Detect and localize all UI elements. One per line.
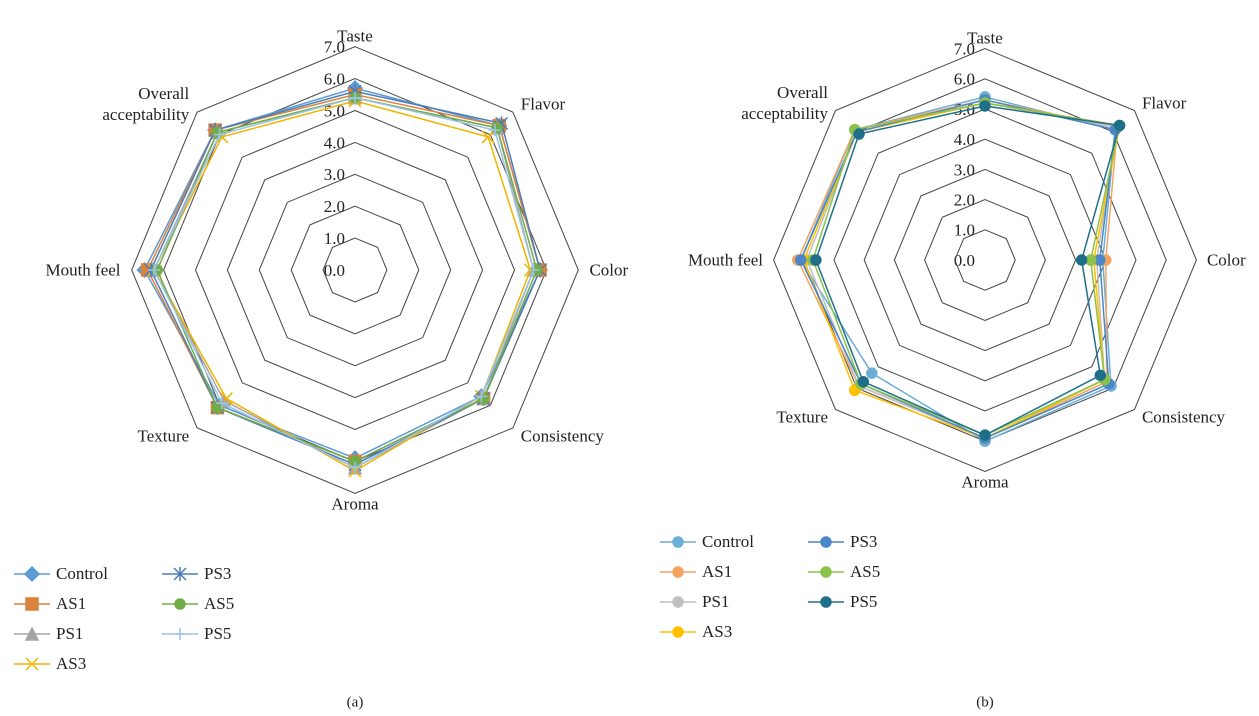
grid-ring xyxy=(924,199,1046,321)
legend-label: AS5 xyxy=(850,562,880,581)
legend-label: PS3 xyxy=(204,564,231,583)
r-tick-label: 2.0 xyxy=(954,191,975,210)
grid-ring xyxy=(773,48,1197,472)
data-point xyxy=(349,91,361,104)
data-point xyxy=(857,375,870,388)
category-label: Aroma xyxy=(331,494,379,514)
legend-label: AS5 xyxy=(204,594,234,613)
r-tick-label: 6.0 xyxy=(324,70,345,89)
data-point xyxy=(1094,369,1107,382)
data-point xyxy=(853,128,865,140)
legend-marker xyxy=(672,536,684,548)
category-label: Color xyxy=(1206,250,1246,270)
legend-marker xyxy=(820,596,832,608)
data-point xyxy=(349,461,361,474)
r-tick-label: 5.0 xyxy=(954,100,975,119)
data-point xyxy=(211,401,224,414)
legend-label: PS5 xyxy=(850,592,877,611)
legend-label: AS3 xyxy=(702,622,732,641)
legend-marker xyxy=(820,566,832,578)
caption: (b) xyxy=(976,694,994,710)
category-label: Color xyxy=(589,260,629,280)
data-point xyxy=(481,130,495,144)
data-point xyxy=(491,122,503,134)
category-label: Flavor xyxy=(520,94,566,114)
grid-ring xyxy=(131,46,579,494)
grid-ring xyxy=(194,109,516,431)
legend-marker xyxy=(25,597,39,611)
category-label: Flavor xyxy=(1141,93,1187,113)
data-point xyxy=(211,126,224,139)
category-label: Texture xyxy=(137,426,190,446)
grid-ring xyxy=(863,138,1107,382)
r-tick-label: 6.0 xyxy=(954,70,975,89)
category-label: Texture xyxy=(776,407,829,427)
legend-marker xyxy=(820,536,832,548)
category-label: Taste xyxy=(337,26,373,46)
r-tick-label: 4.0 xyxy=(954,130,975,149)
r-tick-label: 7.0 xyxy=(324,38,345,57)
legend-label: AS1 xyxy=(56,594,86,613)
grid-ring xyxy=(290,205,420,335)
legend-label: Control xyxy=(702,532,754,551)
data-point xyxy=(148,264,161,276)
category-label: Consistency xyxy=(1141,407,1226,427)
grid-ring xyxy=(322,237,388,303)
grid-ring xyxy=(893,168,1077,352)
legend-marker xyxy=(23,565,41,583)
grid-ring xyxy=(258,173,452,367)
legend-label: PS3 xyxy=(850,532,877,551)
legend-label: PS5 xyxy=(204,624,231,643)
grid-ring xyxy=(954,229,1016,291)
legend-marker xyxy=(174,598,186,610)
r-tick-label: 7.0 xyxy=(954,40,975,59)
category-label: Mouth feel xyxy=(45,260,121,280)
data-point xyxy=(979,429,991,441)
data-point xyxy=(1113,119,1126,132)
legend-marker xyxy=(174,628,186,640)
r-tick-label: 0.0 xyxy=(954,251,975,270)
category-label: Mouth feel xyxy=(687,250,764,270)
r-tick-label: 3.0 xyxy=(954,160,975,179)
legend-label: PS1 xyxy=(56,624,83,643)
data-point xyxy=(866,367,878,379)
category-label: Taste xyxy=(967,28,1003,48)
legend-marker xyxy=(173,567,187,581)
category-label: Consistency xyxy=(520,426,604,446)
category-label: Aroma xyxy=(961,472,1009,492)
legend-marker xyxy=(24,626,40,641)
legend-label: PS1 xyxy=(702,592,729,611)
category-label: Overall acceptability xyxy=(741,83,829,124)
r-tick-label: 0.0 xyxy=(324,261,345,280)
data-point xyxy=(213,128,226,141)
data-point xyxy=(488,124,501,137)
r-tick-label: 2.0 xyxy=(324,197,345,216)
caption: (a) xyxy=(347,694,364,710)
r-tick-label: 1.0 xyxy=(954,221,975,240)
r-tick-label: 3.0 xyxy=(324,165,345,184)
r-tick-label: 1.0 xyxy=(324,229,345,248)
data-point xyxy=(810,254,822,266)
data-point xyxy=(475,390,488,403)
data-point xyxy=(215,397,228,410)
legend-marker xyxy=(672,596,684,608)
data-point xyxy=(477,392,490,405)
grid-ring xyxy=(226,141,484,399)
data-point xyxy=(795,254,807,266)
legend-label: AS3 xyxy=(56,654,86,673)
legend-marker xyxy=(672,626,684,638)
legend-marker xyxy=(25,657,39,671)
category-label: Overall acceptability xyxy=(102,84,190,125)
r-tick-label: 4.0 xyxy=(324,133,345,152)
legend-marker xyxy=(672,566,684,578)
legend-label: Control xyxy=(56,564,108,583)
legend-label: AS1 xyxy=(702,562,732,581)
data-point xyxy=(527,264,540,276)
r-tick-label: 5.0 xyxy=(324,101,345,120)
data-point xyxy=(1075,254,1088,266)
data-point xyxy=(979,100,991,112)
